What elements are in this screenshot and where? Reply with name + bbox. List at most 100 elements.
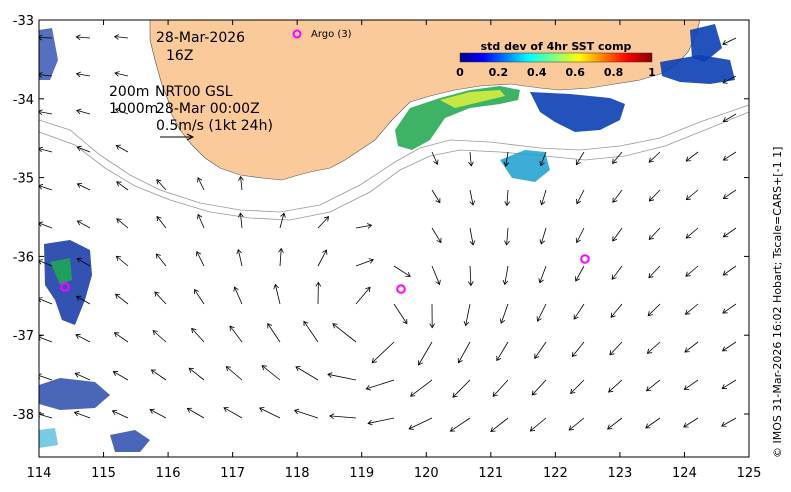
x-tick-label: 115 bbox=[91, 466, 116, 481]
colorbar-tick-label: 1 bbox=[648, 66, 656, 79]
current-vector bbox=[295, 366, 319, 381]
current-vector-head bbox=[76, 220, 83, 226]
current-vector bbox=[152, 330, 167, 343]
current-vector-head bbox=[648, 273, 654, 279]
current-vector bbox=[234, 286, 243, 305]
current-vector bbox=[393, 265, 411, 277]
current-vector-head bbox=[39, 184, 44, 190]
current-vector-head bbox=[259, 407, 265, 413]
current-vector-head bbox=[722, 194, 729, 199]
current-vector-head bbox=[114, 293, 121, 299]
current-vector-head bbox=[76, 182, 83, 189]
current-vector bbox=[187, 408, 205, 419]
current-vector bbox=[431, 189, 441, 203]
current-vector bbox=[648, 227, 661, 240]
colorbar-tick-label: 0.4 bbox=[527, 66, 547, 79]
current-vector bbox=[225, 366, 243, 381]
current-vector bbox=[723, 227, 737, 238]
current-vector bbox=[39, 222, 53, 229]
current-vector-head bbox=[116, 181, 122, 187]
y-axis: -33 -34 -35 -36 -37 -38 bbox=[13, 14, 749, 423]
current-vector bbox=[410, 379, 433, 397]
current-vector bbox=[317, 249, 327, 267]
current-vector-head bbox=[722, 40, 728, 46]
current-vector-head bbox=[194, 288, 199, 295]
current-vector-head bbox=[113, 332, 120, 338]
sst-patches bbox=[39, 24, 735, 452]
current-vector-head bbox=[469, 240, 476, 246]
current-vector-head bbox=[295, 366, 301, 372]
current-vector-head bbox=[156, 215, 162, 222]
current-vector-head bbox=[435, 279, 441, 286]
current-vector bbox=[355, 287, 371, 305]
current-vector bbox=[722, 75, 737, 84]
current-vector bbox=[684, 341, 699, 353]
current-vector bbox=[317, 216, 329, 229]
current-vector bbox=[612, 227, 623, 242]
current-vector bbox=[113, 371, 129, 381]
current-vector-head bbox=[417, 360, 423, 366]
current-vector-head bbox=[685, 233, 691, 239]
current-vector bbox=[540, 151, 547, 166]
current-vector bbox=[685, 227, 699, 239]
legend-source: NRT00 GSL bbox=[155, 84, 233, 100]
current-vector bbox=[612, 189, 623, 203]
current-vector bbox=[39, 375, 53, 381]
current-vector-head bbox=[76, 108, 82, 115]
current-vector-head bbox=[571, 351, 577, 358]
current-vector bbox=[648, 265, 661, 279]
x-tick-label: 125 bbox=[737, 466, 762, 481]
current-vector bbox=[112, 410, 129, 419]
current-vector bbox=[647, 341, 661, 354]
current-vector bbox=[496, 341, 509, 361]
current-vector-head bbox=[538, 278, 544, 284]
current-vector bbox=[393, 303, 408, 324]
x-tick-label: 120 bbox=[414, 466, 439, 481]
current-vector-head bbox=[115, 144, 121, 150]
y-tick-label: -37 bbox=[13, 329, 34, 344]
current-vector-head bbox=[75, 34, 81, 41]
current-vector-head bbox=[496, 355, 502, 362]
x-tick-label: 119 bbox=[349, 466, 374, 481]
current-vector bbox=[648, 151, 661, 163]
current-vector bbox=[721, 417, 737, 427]
legend-200m: 200m bbox=[109, 84, 149, 100]
current-vector-head bbox=[152, 330, 158, 336]
current-vector-head bbox=[685, 195, 691, 201]
current-vector bbox=[303, 321, 319, 343]
x-axis: 114 115 116 117 118 119 120 121 122 123 124 125 bbox=[27, 20, 762, 481]
legend-1000m: 1000m bbox=[109, 101, 158, 117]
current-vector bbox=[151, 369, 167, 381]
current-vector bbox=[611, 265, 623, 280]
current-vector bbox=[685, 303, 699, 315]
current-vector bbox=[431, 151, 438, 165]
argo-legend-label: Argo (3) bbox=[311, 29, 352, 40]
current-vector bbox=[490, 417, 509, 432]
current-vector-head bbox=[611, 274, 617, 280]
current-vector bbox=[492, 379, 509, 397]
current-vector-head bbox=[39, 34, 43, 41]
current-vector-head bbox=[534, 353, 540, 360]
current-vector-head bbox=[76, 257, 82, 263]
current-vector bbox=[76, 258, 91, 267]
argo-float-marker bbox=[60, 282, 70, 292]
current-vector-head bbox=[502, 279, 509, 286]
current-vector-head bbox=[223, 407, 229, 413]
current-vector bbox=[76, 296, 91, 305]
current-vector bbox=[327, 373, 357, 381]
current-vector-head bbox=[536, 316, 542, 322]
current-vector-head bbox=[365, 286, 371, 292]
current-vector bbox=[223, 407, 243, 419]
current-vector-head bbox=[155, 253, 161, 259]
current-vector-head bbox=[504, 201, 510, 207]
current-vector bbox=[259, 407, 281, 419]
current-vector bbox=[723, 151, 737, 161]
current-vector bbox=[649, 189, 661, 202]
current-vector-head bbox=[576, 198, 582, 205]
current-vector-head bbox=[113, 34, 120, 40]
current-vector bbox=[77, 183, 91, 191]
current-vector-head bbox=[685, 271, 691, 277]
current-vector-head bbox=[225, 366, 231, 372]
current-vector bbox=[608, 379, 623, 393]
